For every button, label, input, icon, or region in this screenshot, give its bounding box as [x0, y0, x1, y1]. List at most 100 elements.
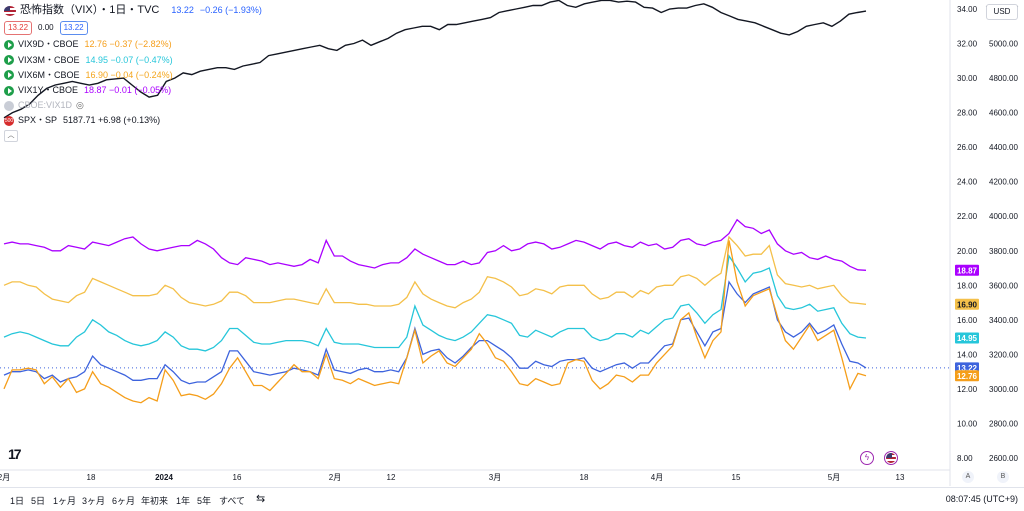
legend-row-vix3m[interactable]: VIX3M・CBOE 14.95 −0.07 (−0.47%) — [4, 53, 262, 68]
legend-value: 14.95 −0.07 (−0.47%) — [85, 54, 173, 65]
us-flag-icon — [4, 5, 16, 16]
left-tick-label: 30.00 — [957, 74, 978, 83]
series-line-spx[interactable] — [3, 0, 867, 119]
play-icon — [4, 39, 14, 50]
spx-icon: 500 — [4, 115, 14, 126]
left-tick-label: 14.00 — [957, 350, 978, 359]
legend-collapse-row: ︿ — [4, 129, 262, 144]
last-label-bg-vix1y — [955, 264, 979, 276]
last-label-vix: 13.22 — [957, 364, 978, 373]
x-tick-label: 2月 — [0, 473, 10, 482]
left-tick-label: 28.00 — [957, 109, 978, 118]
bottom-toolbar: 1日 5日 1ヶ月 3ヶ月 6ヶ月 年初来 1年 5年 すべて ⇆ 08:07:… — [0, 487, 1024, 511]
right-tick-label: 3400.00 — [989, 316, 1018, 325]
range-ytd-button[interactable]: 年初来 — [141, 496, 169, 506]
x-tick-label: 15 — [732, 473, 741, 482]
bid-box[interactable]: 13.22 — [4, 20, 33, 35]
us-flag-icon — [886, 453, 896, 463]
right-tick-label: 3800.00 — [989, 247, 1018, 256]
series-line-vix3m[interactable] — [3, 254, 867, 352]
x-tick-label: 3月 — [489, 473, 501, 482]
range-5y-button[interactable]: 5年 — [197, 496, 212, 506]
x-tick-label: 13 — [896, 473, 905, 482]
scale-a-button[interactable]: A — [962, 471, 974, 483]
main-symbol-row[interactable]: 恐怖指数（VIX）・1日・TVC 13.22 −0.26 (−1.93%) — [4, 3, 262, 18]
x-tick-label: 16 — [233, 473, 242, 482]
symbol-last: 13.22 — [171, 5, 194, 16]
range-1y-button[interactable]: 1年 — [176, 496, 191, 506]
left-price-axis: 8.00 10.00 12.00 14.00 16.00 18.00 20.00 22.00 2… — [957, 5, 978, 463]
legend-value: 12.76 −0.37 (−2.82%) — [84, 39, 172, 50]
left-tick-label: 24.00 — [957, 178, 978, 187]
legend-label: SPX・SP — [18, 115, 58, 126]
right-tick-label: 4200.00 — [989, 178, 1018, 187]
range-6m-button[interactable]: 6ヶ月 — [112, 496, 136, 506]
right-tick-label: 3200.00 — [989, 350, 1018, 359]
compare-range-icon[interactable]: ⇆ — [256, 493, 266, 505]
range-all-button[interactable]: すべて — [219, 496, 246, 506]
last-label-bg-vix9d — [955, 370, 979, 382]
range-1m-button[interactable]: 1ヶ月 — [53, 496, 77, 506]
last-label-vix9d: 12.76 — [957, 372, 978, 381]
left-tick-label: 16.00 — [957, 316, 978, 325]
symbol-title[interactable]: 恐怖指数（VIX）・1日・TVC — [20, 4, 160, 17]
last-label-vix6m: 16.90 — [957, 300, 978, 309]
right-tick-label: 4400.00 — [989, 143, 1018, 152]
clock-readout[interactable]: 08:07:45 (UTC+9) — [945, 494, 1018, 504]
range-3m-button[interactable]: 3ヶ月 — [82, 496, 106, 506]
left-tick-label: 32.00 — [957, 40, 978, 49]
chevron-up-icon[interactable]: ︿ — [4, 130, 18, 143]
x-tick-label: 12 — [387, 473, 396, 482]
right-tick-label: 5000.00 — [989, 40, 1018, 49]
right-tick-label: 2800.00 — [989, 419, 1018, 428]
x-tick-label: 2月 — [329, 473, 341, 482]
legend-row-vix1d[interactable]: CBOE:VIX1D ◎ — [4, 98, 262, 113]
x-tick-label: 4月 — [651, 473, 663, 482]
right-tick-label: 2600.00 — [989, 454, 1018, 463]
x-tick-label: 2024 — [155, 473, 173, 482]
x-tick-label: 18 — [87, 473, 96, 482]
series-layer — [3, 0, 867, 404]
legend-row-vix6m[interactable]: VIX6M・CBOE 16.90 −0.04 (−0.24%) — [4, 68, 262, 83]
tradingview-logo: 17 — [8, 446, 22, 462]
left-tick-label: 8.00 — [957, 454, 973, 463]
legend-row-vix1y[interactable]: VIX1Y・CBOE 18.87 −0.01 (−0.05%) — [4, 83, 262, 98]
right-tick-label: 4600.00 — [989, 109, 1018, 118]
series-line-vix6m[interactable] — [3, 235, 867, 309]
left-tick-label: 12.00 — [957, 385, 978, 394]
play-icon — [4, 85, 14, 96]
legend-label: VIX3M・CBOE — [18, 54, 80, 65]
right-price-axis: 2600.00 2800.00 3000.00 3200.00 3400.00 3600.… — [989, 5, 1018, 463]
eye-off-icon[interactable]: ◎ — [76, 100, 84, 111]
scale-b-button[interactable]: B — [997, 471, 1009, 483]
right-tick-label: 4800.00 — [989, 74, 1018, 83]
currency-button[interactable]: USD — [986, 4, 1018, 20]
series-line-vix1y[interactable] — [3, 218, 867, 271]
last-label-vix3m: 14.95 — [957, 334, 978, 343]
left-tick-label: 34.00 — [957, 5, 978, 14]
play-icon — [4, 55, 14, 66]
range-5d-button[interactable]: 5日 — [31, 496, 46, 506]
ask-box[interactable]: 13.22 — [59, 20, 88, 35]
right-tick-label: 3000.00 — [989, 385, 1018, 394]
lightning-icon[interactable]: ϟ — [860, 451, 874, 465]
x-tick-label: 5月 — [828, 473, 840, 482]
chart-canvas[interactable]: 8.00 10.00 12.00 14.00 16.00 18.00 20.00 22.00 2… — [0, 0, 1024, 486]
legend-label: VIX6M・CBOE — [18, 69, 80, 80]
time-axis: 2月 18 2024 16 2月 12 3月 18 4月 15 5月 13 — [0, 473, 905, 482]
legend-row-spx[interactable]: 500 SPX・SP 5187.71 +6.98 (+0.13%) — [4, 113, 262, 128]
legend-value: 5187.71 +6.98 (+0.13%) — [63, 115, 161, 126]
legend-row-vix9d[interactable]: VIX9D・CBOE 12.76 −0.37 (−2.82%) — [4, 37, 262, 52]
bid-ask-row: 13.22 0.00 13.22 — [4, 20, 262, 35]
last-label-vix1y: 18.87 — [957, 266, 978, 275]
plot-background — [0, 0, 950, 470]
us-events-icon[interactable] — [884, 451, 898, 465]
legend-value: 18.87 −0.01 (−0.05%) — [84, 85, 172, 96]
spread-value: 0.00 — [38, 23, 54, 33]
left-tick-label: 18.00 — [957, 281, 978, 290]
series-line-vix9d[interactable] — [3, 240, 867, 404]
hidden-series-icon — [4, 100, 14, 111]
legend-value: 16.90 −0.04 (−0.24%) — [85, 69, 173, 80]
range-1d-button[interactable]: 1日 — [10, 496, 25, 506]
